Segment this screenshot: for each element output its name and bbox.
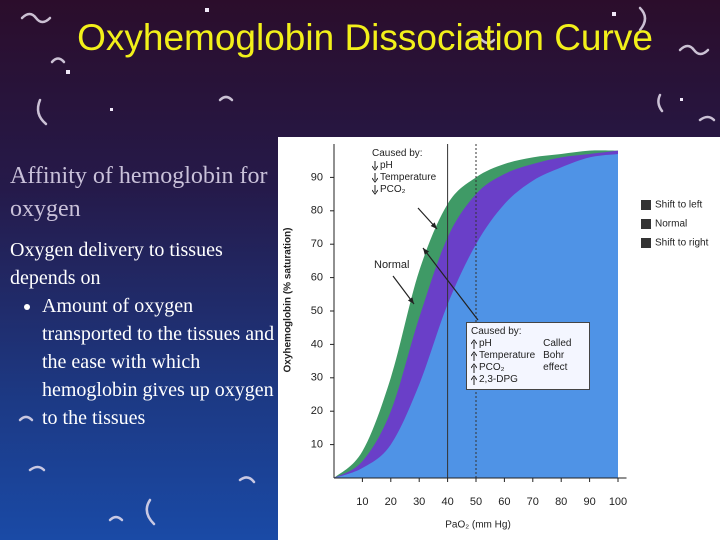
direction-arrow xyxy=(471,339,477,349)
legend-label: Normal xyxy=(655,219,687,230)
y-tick-label: 90 xyxy=(311,171,323,183)
annotation-item: PCO₂ xyxy=(372,184,436,196)
annotation-item: Temperature xyxy=(471,350,535,362)
pointer-arrow-head xyxy=(430,222,437,229)
bullet: Amount of oxygen transported to the tiss… xyxy=(42,292,276,432)
annotation-title: Caused by: xyxy=(471,326,522,337)
y-tick-label: 50 xyxy=(311,305,323,317)
y-tick-label: 40 xyxy=(311,338,323,350)
annotation-text: pH xyxy=(479,338,492,349)
x-tick-label: 70 xyxy=(527,496,539,508)
annotation-item: PCO₂ xyxy=(471,362,535,374)
pointer-arrow-head xyxy=(423,248,430,255)
x-tick-label: 90 xyxy=(583,496,595,508)
annotation-box: Caused by: pH Temperature PCO₂ 2,3-DPG Called… xyxy=(466,322,591,390)
direction-arrow xyxy=(372,161,378,171)
x-tick-label: 80 xyxy=(555,496,567,508)
annotation-label: Normal xyxy=(374,259,410,271)
annotation-item: Temperature xyxy=(372,172,436,184)
legend-swatch xyxy=(641,200,651,210)
x-tick-label: 50 xyxy=(470,496,482,508)
legend-label: Shift to left xyxy=(655,200,702,211)
annotation-box: Caused by: pH Temperature PCO₂ xyxy=(372,148,436,196)
direction-arrow xyxy=(471,351,477,361)
annotation-text: PCO₂ xyxy=(380,184,406,195)
y-tick-label: 10 xyxy=(311,439,323,451)
x-tick-label: 100 xyxy=(609,496,627,508)
annotation-item: pH xyxy=(372,160,436,172)
slide-title: Oxyhemoglobin Dissociation Curve xyxy=(77,17,653,58)
annotation-item: 2,3-DPG xyxy=(471,374,535,386)
y-tick-label: 80 xyxy=(311,205,323,217)
text-column: Affinity of hemoglobin for oxygen Oxygen… xyxy=(10,160,276,432)
annotation-text: Temperature xyxy=(380,172,437,183)
legend-swatch xyxy=(641,238,651,248)
annotation-title: Caused by: xyxy=(372,148,423,159)
x-axis-title: PaO₂ (mm Hg) xyxy=(445,520,511,531)
annotation-text: Temperature xyxy=(479,350,536,361)
direction-arrow xyxy=(471,375,477,385)
x-tick-label: 10 xyxy=(356,496,368,508)
legend-swatch xyxy=(641,219,651,229)
heading: Affinity of hemoglobin for oxygen xyxy=(10,163,268,222)
pointer-arrow-head xyxy=(407,297,414,304)
annotation-list: Caused by: pH Temperature PCO₂ xyxy=(372,148,436,196)
y-axis-title: Oxyhemoglobin (% saturation) xyxy=(283,227,294,372)
annotation-text: pH xyxy=(380,160,393,171)
direction-arrow xyxy=(372,185,378,195)
annotation-list: Caused by: pH Temperature PCO₂ 2,3-DPG xyxy=(471,326,535,386)
y-tick-label: 60 xyxy=(311,272,323,284)
y-tick-label: 70 xyxy=(311,238,323,250)
y-tick-label: 20 xyxy=(311,405,323,417)
annotation-note: Called Bohr effect xyxy=(543,338,572,373)
direction-arrow xyxy=(372,173,378,183)
pointer-arrow xyxy=(422,247,479,321)
x-tick-label: 60 xyxy=(498,496,510,508)
legend-label: Shift to right xyxy=(655,238,709,249)
x-tick-label: 20 xyxy=(385,496,397,508)
x-tick-label: 40 xyxy=(441,496,453,508)
body-text: Oxygen delivery to tissues depends on xyxy=(10,239,223,289)
x-tick-label: 30 xyxy=(413,496,425,508)
annotation-item: pH xyxy=(471,338,535,350)
annotation-text: 2,3-DPG xyxy=(479,374,518,385)
y-tick-label: 30 xyxy=(311,372,323,384)
bullet-list: Amount of oxygen transported to the tiss… xyxy=(10,292,276,432)
annotation-text: PCO₂ xyxy=(479,362,505,373)
direction-arrow xyxy=(471,363,477,373)
